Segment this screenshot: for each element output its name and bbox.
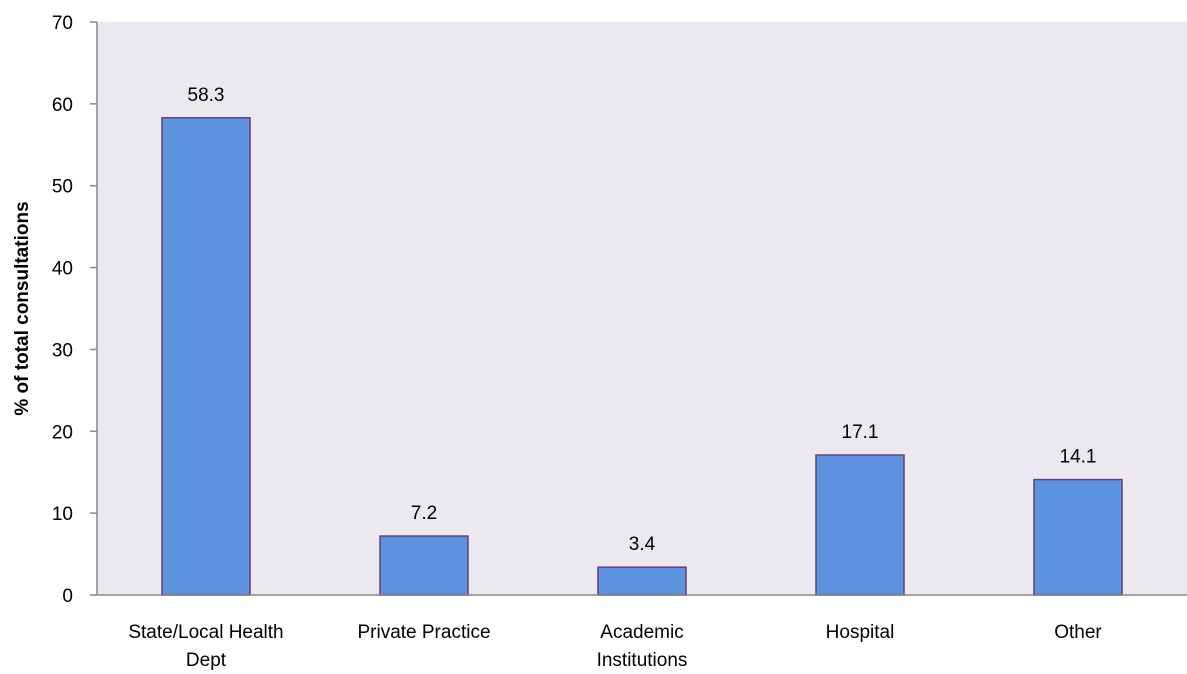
- bar: [161, 117, 251, 596]
- y-tick-label: 40: [52, 259, 73, 280]
- bar: [1033, 478, 1123, 596]
- bar-value-label: 7.2: [411, 503, 437, 524]
- y-axis-title: % of total consultations: [12, 201, 33, 415]
- x-category-label: Private Practice: [357, 622, 490, 643]
- x-category-label: Academic Institutions: [597, 622, 688, 671]
- bar-value-label: 14.1: [1060, 447, 1097, 468]
- bar: [379, 535, 469, 596]
- x-category-label-line: Institutions: [597, 650, 688, 671]
- bar: [597, 566, 687, 596]
- y-tick-label: 60: [52, 95, 73, 116]
- y-tick-label: 0: [62, 586, 73, 607]
- y-tick-label: 30: [52, 340, 73, 361]
- bar-value-label: 3.4: [629, 534, 656, 555]
- y-tick-label: 70: [52, 13, 73, 34]
- x-category-label: Other: [1054, 622, 1102, 643]
- y-axis-ticks: 0 10 20 30 40 50 60 70: [52, 13, 97, 607]
- y-tick-label: 50: [52, 177, 73, 198]
- x-axis-categories: State/Local Health Dept Private Practice Ac…: [128, 622, 1102, 671]
- x-category-label-line: Other: [1054, 622, 1102, 643]
- bar-value-label: 17.1: [842, 422, 879, 443]
- bar-value-label: 58.3: [188, 85, 225, 106]
- bars: [161, 117, 1123, 596]
- y-tick-label: 10: [52, 504, 73, 525]
- x-category-label-line: Private Practice: [357, 622, 490, 643]
- plot-area: [97, 22, 1187, 595]
- x-category-label-line: Hospital: [826, 622, 895, 643]
- x-category-label-line: Academic: [600, 622, 683, 643]
- x-category-label: Hospital: [826, 622, 895, 643]
- bar: [815, 454, 905, 596]
- data-labels: 58.3 7.2 3.4 17.1 14.1: [188, 85, 1097, 555]
- x-category-label-line: State/Local Health: [128, 622, 283, 643]
- x-category-label: State/Local Health Dept: [128, 622, 283, 671]
- y-tick-label: 20: [52, 422, 73, 443]
- x-category-label-line: Dept: [186, 650, 227, 671]
